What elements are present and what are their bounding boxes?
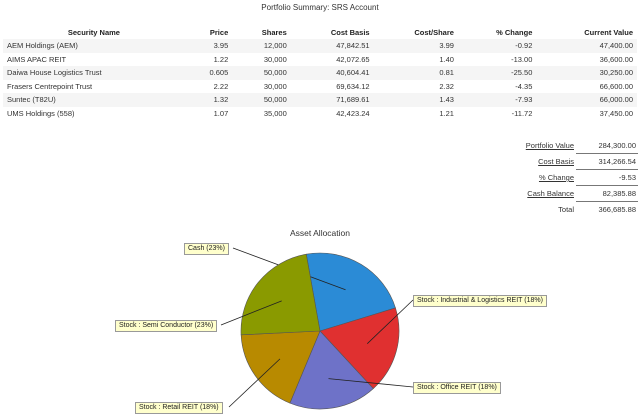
summary-row-total: Total 366,685.88 [500,202,638,218]
column-header-current-value[interactable]: Current Value [584,28,633,37]
percent-change-cell: -13.00 [511,54,533,64]
cost-per-share-cell: 1.40 [439,54,454,64]
total-label: Total [558,204,574,214]
pie-slice-industrial-logistics-reit[interactable] [319,307,400,390]
percent-change-label[interactable]: % Change [538,173,574,182]
holdings-table: Security Name Price Shares Cost Basis Co… [3,26,637,120]
pie-slice-retail-reit[interactable] [240,330,321,404]
percent-change-cell: -0.92 [457,39,537,53]
column-header-security-name[interactable]: Security Name [67,28,120,37]
pie-label-industrial-logistics-reit: Stock : Industrial & Logistics REIT (18%… [413,295,547,307]
summary-row-portfolio-value: Portfolio Value 284,300.00 [500,138,638,154]
cash-balance-label[interactable]: Cash Balance [527,189,574,198]
pie-slice-cash[interactable] [305,252,396,332]
cost-basis-cell: 71,689.61 [290,93,374,107]
price-cell: 0.605 [184,66,233,80]
cost-basis-cell: 42,072.65 [336,54,370,64]
security-name-cell: Suntec (T82U) [3,93,185,107]
pie-label-office-reit: Stock : Office REIT (18%) [413,382,501,394]
percent-change-value: -9.53 [576,169,638,186]
column-header-price[interactable]: Price [209,28,229,37]
current-value-cell: 47,400.00 [536,39,637,53]
table-row[interactable]: Frasers Centrepoint Trust 2.22 30,000 69… [3,80,637,94]
security-name-cell: Frasers Centrepoint Trust [7,81,93,91]
summary-panel: Portfolio Value 284,300.00 Cost Basis 31… [500,138,638,217]
price-cell: 1.32 [184,93,233,107]
security-name-cell: AIMS APAC REIT [7,54,67,64]
column-header-cost-per-share[interactable]: Cost/Share [414,28,454,37]
cost-per-share-cell: 1.43 [373,93,458,107]
current-value-cell: 66,000.00 [536,93,637,107]
current-value-cell: 66,600.00 [599,81,633,91]
shares-cell: 35,000 [263,108,287,118]
table-row[interactable]: Suntec (T82U) 1.32 50,000 71,689.61 1.43… [3,93,637,107]
current-value-cell: 37,450.00 [599,108,633,118]
security-name-cell: UMS Holdings (558) [7,108,75,118]
leader-line-office-reit [328,378,414,388]
percent-change-cell: -7.93 [457,93,537,107]
percent-change-cell: -4.35 [515,81,533,91]
cost-basis-cell: 47,842.51 [290,39,374,53]
shares-cell: 50,000 [232,93,291,107]
table-row[interactable]: UMS Holdings (558) 1.07 35,000 42,423.24… [3,107,637,121]
portfolio-value: 284,300.00 [576,138,638,154]
column-header-cost-basis[interactable]: Cost Basis [330,28,370,37]
percent-change-cell: -11.72 [511,108,533,118]
security-name-cell: AEM Holdings (AEM) [3,39,185,53]
price-cell: 3.95 [184,39,233,53]
shares-cell: 50,000 [232,66,291,80]
page-title: Portfolio Summary: SRS Account [261,3,379,12]
summary-row-cost-basis: Cost Basis 314,266.54 [500,153,638,170]
total-value: 366,685.88 [598,205,636,214]
current-value-cell: 30,250.00 [536,66,637,80]
price-cell: 1.22 [213,54,229,64]
leader-line-retail-reit [228,358,281,408]
security-name-cell: Daiwa House Logistics Trust [3,66,185,80]
portfolio-value-label[interactable]: Portfolio Value [525,141,574,151]
column-header-shares[interactable]: Shares [261,28,287,37]
cost-basis-value: 314,266.54 [576,153,638,170]
cost-per-share-cell: 3.99 [373,39,458,53]
summary-row-percent-change: % Change -9.53 [500,169,638,186]
price-cell: 1.07 [213,108,229,118]
chart-title: Asset Allocation [289,228,350,238]
shares-cell: 30,000 [263,81,287,91]
column-header-percent-change[interactable]: % Change [496,28,533,37]
table-row[interactable]: Daiwa House Logistics Trust 0.605 50,000… [3,66,637,80]
table-row[interactable]: AEM Holdings (AEM) 3.95 12,000 47,842.51… [3,39,637,53]
table-row[interactable]: AIMS APAC REIT 1.22 30,000 42,072.65 1.4… [3,53,637,67]
leader-line-semi-conductor [220,300,282,326]
cost-per-share-cell: 2.32 [439,81,454,91]
current-value-cell: 36,600.00 [599,54,633,64]
pie-label-cash: Cash (23%) [184,243,229,255]
leader-line-industrial-logistics-reit [366,299,414,344]
pie-slice-office-reit[interactable] [289,330,374,410]
cost-basis-label[interactable]: Cost Basis [538,157,574,166]
price-cell: 2.22 [213,81,229,91]
percent-change-cell: -25.50 [457,66,537,80]
pie-label-retail-reit: Stock : Retail REIT (18%) [135,402,223,414]
cost-basis-cell: 42,423.24 [336,108,370,118]
cost-per-share-cell: 1.21 [439,108,454,118]
pie-slice-semi-conductor[interactable] [240,253,321,336]
summary-row-cash-balance: Cash Balance 82,385.88 [500,185,638,202]
shares-cell: 12,000 [232,39,291,53]
pie-label-semi-conductor: Stock : Semi Conductor (23%) [115,320,218,332]
table-header-row: Security Name Price Shares Cost Basis Co… [3,26,637,39]
cost-basis-cell: 40,604.41 [290,66,374,80]
cash-balance-value: 82,385.88 [576,185,638,202]
shares-cell: 30,000 [263,54,287,64]
cost-per-share-cell: 0.81 [373,66,458,80]
cost-basis-cell: 69,634.12 [336,81,370,91]
